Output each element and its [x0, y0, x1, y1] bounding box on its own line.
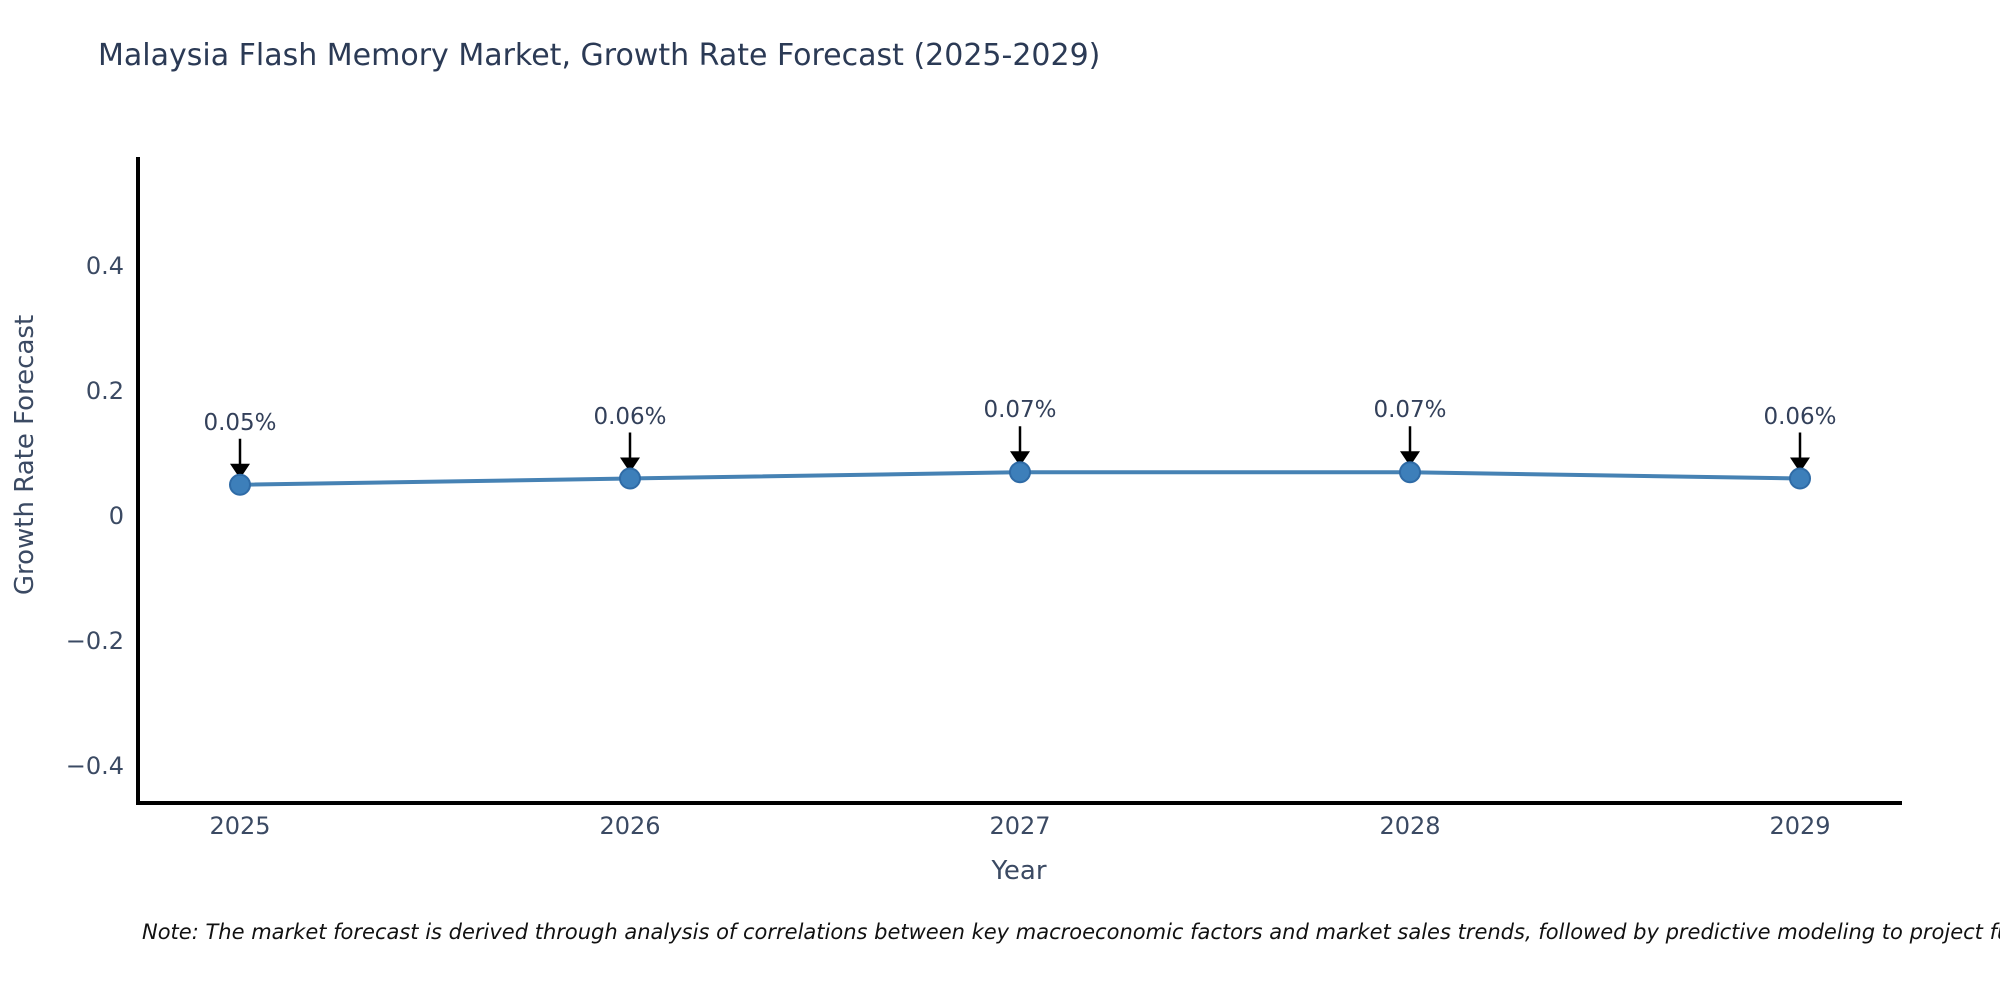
point-annotation: 0.07%	[1373, 397, 1447, 424]
annotation-arrow-head	[1400, 451, 1420, 467]
data-point-marker	[1009, 461, 1031, 484]
x-tick-label: 2028	[1379, 812, 1441, 840]
x-tick-label: 2027	[989, 812, 1051, 840]
data-point-marker	[1399, 461, 1421, 484]
y-axis-spine	[136, 157, 140, 805]
data-point-marker	[619, 467, 641, 490]
annotation-arrow-head	[1010, 451, 1030, 467]
y-tick-label: −0.4	[65, 752, 124, 780]
x-tick-label: 2026	[599, 812, 661, 840]
y-tick-label: 0.2	[85, 377, 124, 405]
x-tick-label: 2029	[1769, 812, 1831, 840]
point-annotation: 0.07%	[983, 397, 1057, 424]
x-axis-label: Year	[991, 856, 1047, 886]
annotation-arrow-head	[620, 457, 640, 473]
chart-title: Malaysia Flash Memory Market, Growth Rat…	[98, 38, 1101, 73]
point-annotation: 0.05%	[203, 409, 277, 436]
footnote: Note: The market forecast is derived thr…	[142, 920, 2000, 944]
y-tick-label: 0.4	[85, 252, 124, 280]
x-tick-label: 2025	[209, 812, 271, 840]
data-point-marker	[229, 473, 251, 496]
point-annotation: 0.06%	[1763, 403, 1837, 430]
annotation-arrow-head	[230, 463, 250, 479]
y-tick-label: 0	[108, 502, 124, 530]
data-point-marker	[1789, 467, 1811, 490]
x-axis-spine	[136, 801, 1902, 805]
annotation-arrow-head	[1790, 457, 1810, 473]
y-tick-label: −0.2	[65, 627, 124, 655]
point-annotation: 0.06%	[593, 403, 667, 430]
